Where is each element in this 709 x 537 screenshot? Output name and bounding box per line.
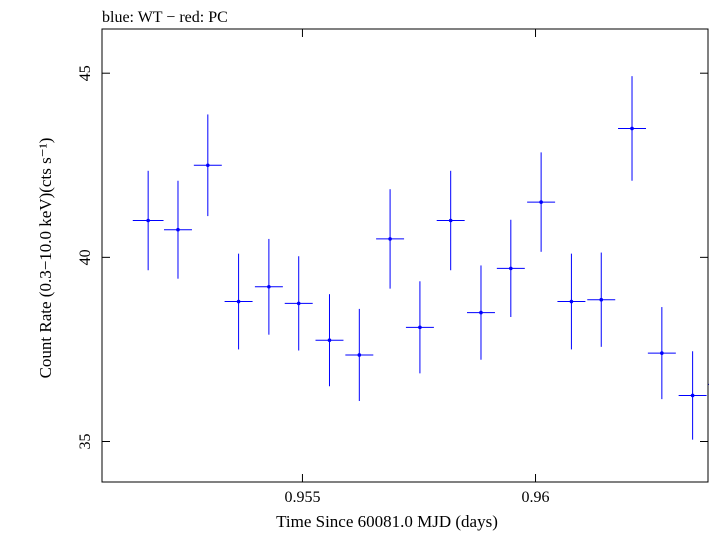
data-marker <box>599 297 604 302</box>
data-point-0-13 <box>527 152 556 252</box>
data-marker <box>146 218 150 223</box>
y-tick-label-1: 40 <box>77 249 94 265</box>
data-point-0-14 <box>557 253 586 350</box>
plot-frame <box>101 28 709 483</box>
data-point-0-4 <box>254 238 283 335</box>
x-tick-label-0: 0.955 <box>284 489 320 506</box>
data-marker <box>357 353 362 357</box>
y-axis-ticks: 35 40 45 <box>77 65 708 449</box>
data-point-0-9 <box>405 281 434 374</box>
data-marker <box>630 126 634 131</box>
data-point-0-10 <box>436 170 465 271</box>
data-marker <box>539 200 543 204</box>
data-point-0-3 <box>224 253 253 350</box>
y-tick-label-0: 35 <box>77 433 94 449</box>
data-point-0-17 <box>647 307 676 400</box>
chart-title: blue: WT − red: PC <box>102 9 228 26</box>
data-marker <box>296 301 301 306</box>
data-marker <box>448 218 453 223</box>
data-point-0-5 <box>284 256 313 351</box>
data-point-0-8 <box>376 189 405 289</box>
data-marker <box>267 285 271 289</box>
data-marker <box>418 325 422 330</box>
data-point-0-15 <box>587 252 616 347</box>
data-point-0-18 <box>678 351 707 440</box>
data-point-0-1 <box>163 180 192 279</box>
y-axis-label: Count Rate (0.3−10.0 keV)(cts s⁻¹) <box>36 138 55 379</box>
data-marker <box>509 266 513 271</box>
data-marker <box>176 227 180 232</box>
data-marker <box>569 299 574 304</box>
data-point-0-6 <box>315 294 344 387</box>
x-tick-label-1: 0.96 <box>522 489 550 506</box>
data-marker <box>206 163 210 168</box>
data-marker <box>660 351 664 355</box>
x-axis-label: Time Since 60081.0 MJD (days) <box>276 512 498 531</box>
data-point-0-12 <box>496 219 525 318</box>
y-tick-label-2: 45 <box>77 65 94 81</box>
data-point-0-11 <box>466 265 495 360</box>
data-marker <box>690 393 695 398</box>
data-point-0-2 <box>193 114 222 217</box>
data-marker <box>388 237 392 241</box>
data-point-0-7 <box>345 308 374 401</box>
data-marker <box>327 338 332 343</box>
data-marker <box>236 299 241 304</box>
data-marker <box>479 310 483 315</box>
x-axis-ticks: 0.955 0.96 <box>284 29 550 506</box>
data-point-0-0 <box>132 170 164 271</box>
data-point-0-16 <box>618 76 647 181</box>
data-points <box>132 76 709 440</box>
